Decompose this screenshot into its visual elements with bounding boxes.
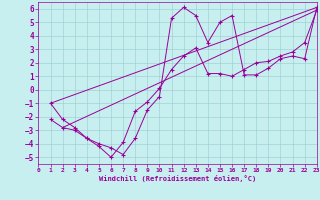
X-axis label: Windchill (Refroidissement éolien,°C): Windchill (Refroidissement éolien,°C) bbox=[99, 175, 256, 182]
